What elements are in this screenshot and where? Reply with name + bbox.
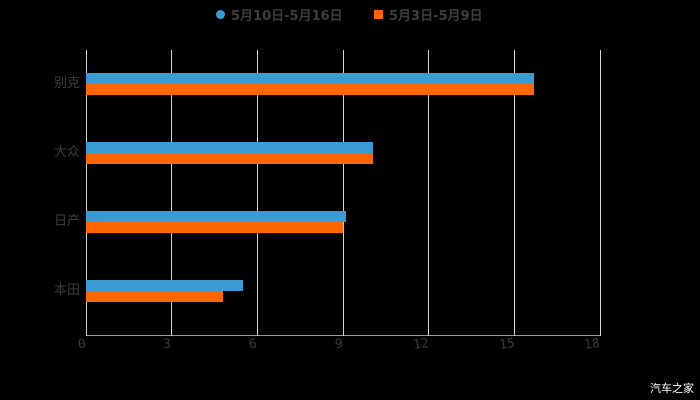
legend-square-icon (374, 9, 383, 19)
bar-series-1[interactable] (86, 73, 534, 84)
gridline (86, 50, 87, 328)
legend-item-series-1[interactable]: 5月10日-5月16日 (216, 4, 343, 24)
x-tick (343, 328, 344, 336)
category-label: 日产 (53, 214, 80, 229)
category-label: 本田 (53, 283, 80, 298)
x-tick-label: 9 (334, 336, 344, 353)
bar-series-2[interactable] (86, 222, 343, 233)
legend-label: 5月3日-5月9日 (389, 8, 483, 24)
bar-series-2[interactable] (86, 291, 223, 302)
legend-label: 5月10日-5月16日 (231, 8, 343, 24)
watermark: 汽车之家 (650, 382, 694, 395)
x-tick (514, 328, 515, 336)
x-tick-label: 6 (248, 336, 258, 353)
x-tick (86, 328, 87, 336)
gridline (257, 50, 258, 328)
category-label: 别克 (53, 76, 80, 91)
x-tick-label: 12 (412, 335, 430, 354)
bar-series-1[interactable] (86, 280, 243, 291)
x-tick-label: 0 (77, 336, 87, 353)
category-label: 大众 (53, 145, 80, 160)
x-tick (600, 328, 601, 336)
bar-series-2[interactable] (86, 153, 373, 164)
x-tick (171, 328, 172, 336)
x-tick-label: 15 (498, 335, 516, 354)
legend-circle-icon (216, 9, 225, 19)
bar-series-1[interactable] (86, 211, 346, 222)
bar-series-2[interactable] (86, 84, 534, 95)
x-tick (257, 328, 258, 336)
gridline (428, 50, 429, 328)
gridline (600, 50, 601, 328)
gridline (171, 50, 172, 328)
x-tick (428, 328, 429, 336)
gridline (514, 50, 515, 328)
x-tick-label: 18 (583, 335, 601, 354)
legend-item-series-2[interactable]: 5月3日-5月9日 (374, 4, 483, 24)
gridline (343, 50, 344, 328)
chart-legend: 5月10日-5月16日 5月3日-5月9日 (0, 4, 700, 24)
bar-series-1[interactable] (86, 142, 373, 153)
x-tick-label: 3 (162, 336, 172, 353)
